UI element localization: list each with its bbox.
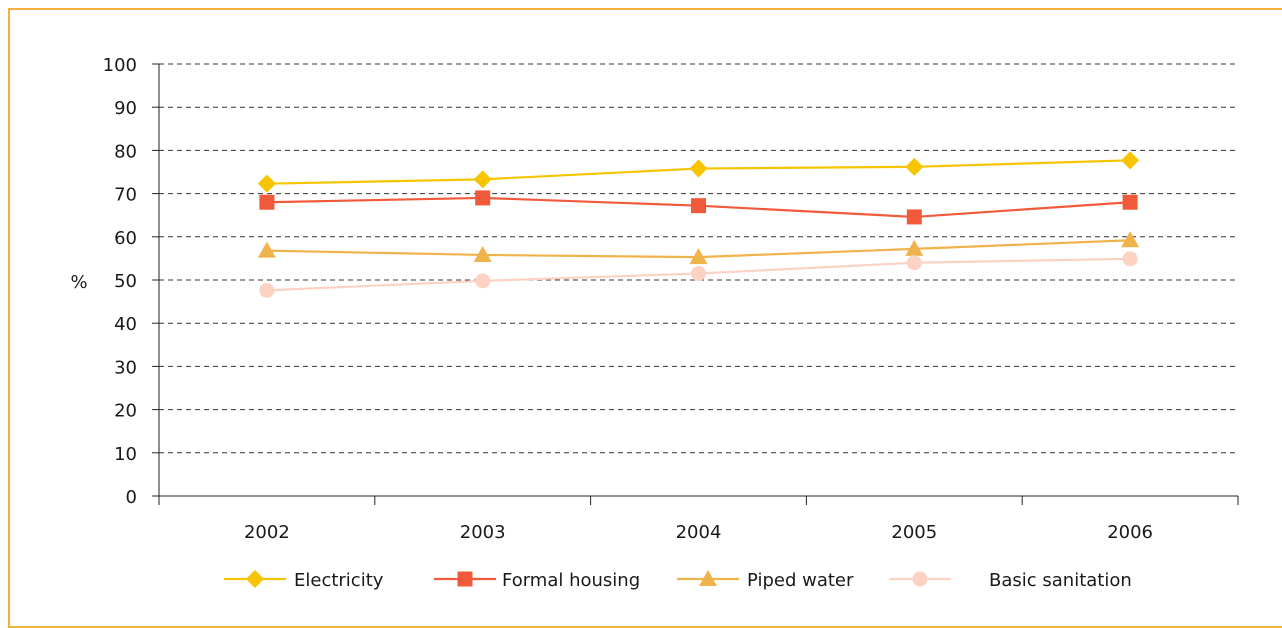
data-point xyxy=(905,239,924,256)
y-tick-label: 90 xyxy=(114,98,137,119)
series-formal-housing xyxy=(259,190,1138,225)
y-tick-labels: 0 10 20 30 40 50 60 70 80 90 100 xyxy=(103,55,137,508)
data-point xyxy=(691,198,706,214)
legend-item: Basic sanitation xyxy=(889,570,1132,591)
data-point xyxy=(473,245,492,262)
legend-marker xyxy=(699,570,717,586)
legend-marker xyxy=(457,571,473,587)
legend-label: Electricity xyxy=(294,570,384,591)
x-tick-label: 2006 xyxy=(1107,522,1153,543)
legend-item: Electricity xyxy=(224,570,384,591)
data-point xyxy=(1121,231,1140,248)
legend-label: Basic sanitation xyxy=(989,570,1132,591)
data-point xyxy=(689,248,708,265)
legend-item: Piped water xyxy=(677,570,854,591)
axes xyxy=(152,63,1239,505)
y-tick-label: 80 xyxy=(114,141,137,162)
data-point xyxy=(691,266,706,282)
y-tick-label: 100 xyxy=(103,55,137,76)
data-point xyxy=(1122,194,1138,210)
y-tick-label: 0 xyxy=(126,487,137,508)
data-point xyxy=(905,157,924,176)
x-tick-label: 2003 xyxy=(460,522,506,543)
data-point xyxy=(1122,251,1138,267)
data-point xyxy=(475,273,491,289)
data-point xyxy=(259,282,275,298)
series-piped-water xyxy=(257,231,1140,265)
data-point xyxy=(475,190,491,206)
y-tick-label: 70 xyxy=(114,185,137,206)
legend-label: Formal housing xyxy=(502,570,640,591)
legend-label: Piped water xyxy=(747,570,854,591)
data-point xyxy=(257,241,276,258)
data-point xyxy=(1121,151,1140,170)
y-tick-label: 30 xyxy=(114,357,137,378)
data-point xyxy=(259,194,275,210)
series-electricity xyxy=(257,151,1140,193)
series-basic-sanitation xyxy=(259,251,1138,298)
y-tick-label: 10 xyxy=(114,444,137,465)
x-tick-label: 2004 xyxy=(676,522,722,543)
y-tick-label: 50 xyxy=(114,271,137,292)
data-point xyxy=(906,209,922,225)
x-tick-labels: 2002 2003 2004 2005 2006 xyxy=(244,522,1153,543)
data-point xyxy=(689,159,708,178)
y-axis-label: % xyxy=(70,272,87,293)
data-point xyxy=(906,255,922,271)
legend-marker xyxy=(912,571,928,587)
x-tick-label: 2002 xyxy=(244,522,290,543)
legend: Electricity Formal housing Piped water Basi… xyxy=(224,570,1132,591)
x-tick-label: 2005 xyxy=(891,522,937,543)
legend-marker xyxy=(246,570,264,588)
series-lines xyxy=(257,151,1140,298)
y-tick-label: 20 xyxy=(114,401,137,422)
y-tick-label: 60 xyxy=(114,228,137,249)
y-tick-label: 40 xyxy=(114,314,137,335)
legend-item: Formal housing xyxy=(434,570,640,591)
data-point xyxy=(473,170,492,189)
chart-frame xyxy=(8,8,1282,628)
data-point xyxy=(257,174,276,193)
